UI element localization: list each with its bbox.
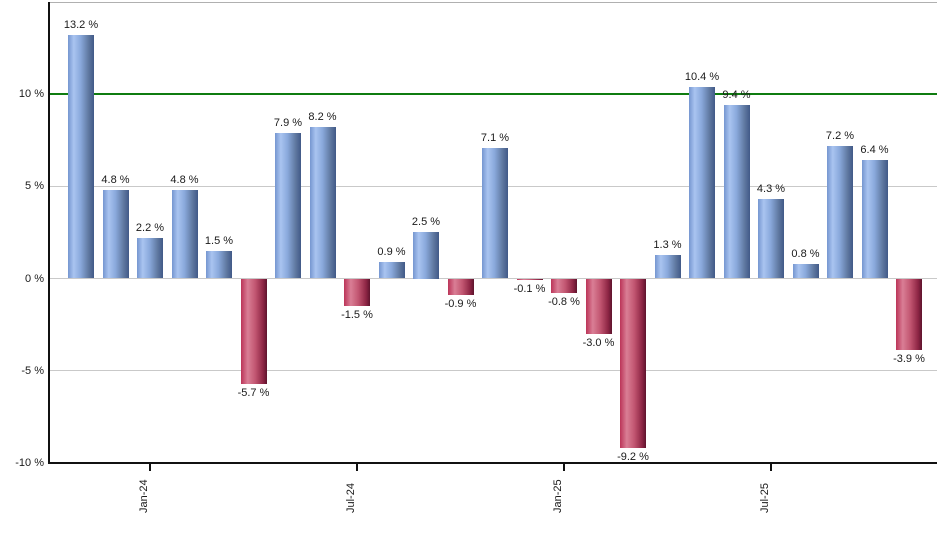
negative-bar xyxy=(620,278,646,449)
bar-value-label: 1.3 % xyxy=(653,238,682,251)
bar-value-label: -1.5 % xyxy=(341,309,373,322)
bar-value-label: -0.8 % xyxy=(548,296,580,309)
negative-bar xyxy=(551,278,577,294)
x-axis-tick-label: Jan-25 xyxy=(552,479,564,513)
negative-bar xyxy=(344,278,370,307)
y-axis-tick-label: 5 % xyxy=(25,180,44,193)
y-axis-tick-label: 10 % xyxy=(18,88,44,100)
bar-value-label: 7.1 % xyxy=(480,131,510,144)
bar-value-label: 1.5 % xyxy=(204,234,234,247)
x-axis-tick xyxy=(149,464,151,471)
x-axis-tick xyxy=(356,464,358,471)
negative-bar xyxy=(585,278,612,334)
bar-value-label: -0.9 % xyxy=(444,298,477,311)
positive-bar xyxy=(792,263,819,279)
x-axis-tick-label: Jul-25 xyxy=(759,483,771,513)
negative-bar xyxy=(447,278,474,296)
x-axis-tick-label: Jan-24 xyxy=(138,479,150,513)
bar-value-label: 8.2 % xyxy=(308,111,337,124)
positive-bar xyxy=(275,132,301,279)
y-gridline xyxy=(49,370,937,372)
bar-value-label: 0.9 % xyxy=(377,245,406,258)
positive-bar xyxy=(723,105,750,279)
bar-value-label: 4.8 % xyxy=(101,173,130,186)
bar-value-label: -3.9 % xyxy=(893,353,925,366)
positive-bar xyxy=(309,127,336,279)
positive-bar xyxy=(413,232,439,279)
bar-value-label: 2.2 % xyxy=(135,221,165,234)
positive-bar xyxy=(68,34,94,279)
positive-bar xyxy=(482,147,508,279)
x-axis-tick xyxy=(770,464,772,471)
bar-value-label: 6.4 % xyxy=(860,144,889,157)
bar-value-label: -5.7 % xyxy=(237,386,270,399)
positive-bar xyxy=(827,145,853,279)
plot-top-border xyxy=(49,2,937,3)
negative-bar xyxy=(516,278,543,281)
bar-value-label: -0.1 % xyxy=(513,283,546,296)
positive-bar xyxy=(654,254,681,279)
bar-value-label: -9.2 % xyxy=(617,451,649,464)
bar-value-label: 2.5 % xyxy=(411,216,441,229)
bar-value-label: -3.0 % xyxy=(582,336,615,349)
x-axis-tick-label: Jul-24 xyxy=(345,483,357,513)
positive-bar xyxy=(137,237,163,279)
positive-bar xyxy=(171,189,198,279)
y-axis-tick-label: 0 % xyxy=(25,272,44,285)
positive-bar xyxy=(102,189,129,279)
positive-bar xyxy=(206,250,232,279)
negative-bar xyxy=(240,278,267,384)
positive-bar xyxy=(758,199,784,279)
y-axis-tick-label: -5 % xyxy=(21,364,44,377)
reference-line-10pct xyxy=(49,93,937,95)
bar-value-label: 10.4 % xyxy=(684,70,720,83)
bar-value-label: 13.2 % xyxy=(63,18,99,31)
positive-bar xyxy=(861,160,888,279)
x-axis-line xyxy=(48,462,937,464)
bar-value-label: 7.2 % xyxy=(825,129,855,142)
x-axis-tick xyxy=(563,464,565,471)
y-gridline xyxy=(49,278,937,279)
y-axis-tick-label: -10 % xyxy=(15,457,44,469)
positive-bar xyxy=(689,86,715,279)
y-axis-line xyxy=(48,2,50,463)
negative-bar xyxy=(896,278,922,351)
bar-value-label: 4.3 % xyxy=(756,183,786,196)
bar-value-label: 7.9 % xyxy=(273,116,303,129)
bar-value-label: 0.8 % xyxy=(791,247,820,260)
bar-value-label: 9.4 % xyxy=(722,89,751,102)
positive-bar xyxy=(378,261,405,279)
bar-value-label: 4.8 % xyxy=(170,173,199,186)
